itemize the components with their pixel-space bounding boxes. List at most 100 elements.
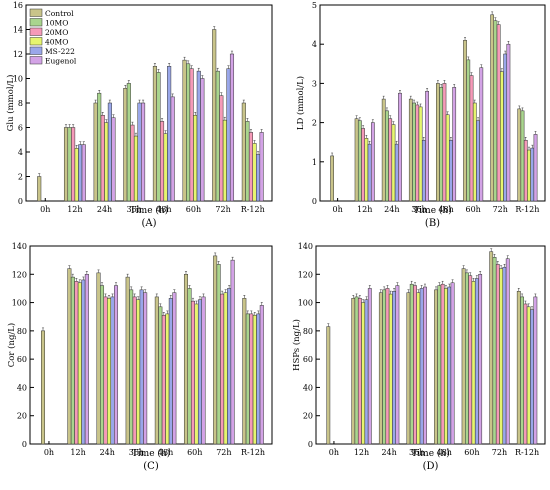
bar — [444, 288, 448, 445]
y-axis-label: Cor (ng/L) — [6, 323, 17, 367]
bar — [367, 288, 372, 445]
bar — [408, 98, 413, 202]
y-tick-label: 2 — [312, 119, 317, 128]
bar — [450, 282, 455, 445]
x-axis-label: Time (h) — [411, 448, 449, 459]
y-axis-label: Glu (mmol/L) — [5, 75, 16, 132]
bar — [326, 326, 331, 445]
y-tick-label: 140 — [12, 242, 27, 251]
bar — [381, 98, 386, 202]
bar — [520, 110, 525, 202]
bar — [351, 298, 356, 445]
x-tick-label: 60h — [465, 205, 480, 214]
y-tick-label: 5 — [312, 1, 317, 10]
bar — [496, 24, 501, 202]
bar — [392, 291, 396, 445]
bar — [445, 114, 450, 202]
bar — [385, 288, 390, 445]
bar — [394, 143, 399, 202]
bar — [190, 300, 195, 445]
x-tick-label: 48h — [438, 205, 453, 214]
bar — [230, 259, 235, 445]
y-tick-label: 80 — [17, 327, 27, 336]
bar — [125, 276, 130, 445]
bar — [197, 299, 202, 445]
bar — [378, 292, 383, 445]
bar — [154, 296, 159, 445]
bar — [103, 296, 108, 445]
bar — [442, 83, 447, 202]
bar — [364, 138, 369, 202]
panel-label: (A) — [141, 218, 156, 229]
y-tick-label: 4 — [18, 148, 23, 157]
bar — [158, 306, 163, 445]
bar — [227, 288, 232, 445]
y-tick-label: 6 — [18, 124, 23, 133]
y-tick-label: 20 — [303, 412, 313, 421]
bar — [41, 330, 46, 445]
bar — [137, 102, 142, 202]
x-axis-label: Time (h) — [132, 448, 170, 459]
bar — [520, 296, 525, 445]
bar — [256, 313, 261, 445]
x-tick-label: 36h — [409, 448, 424, 457]
bar — [503, 53, 508, 202]
bar — [425, 90, 429, 202]
bar — [361, 302, 366, 445]
bar — [452, 87, 457, 202]
bar — [468, 275, 473, 445]
bar — [499, 268, 504, 445]
x-tick-label: R-12h — [515, 448, 539, 457]
legend-swatch — [29, 56, 43, 65]
bar — [168, 298, 173, 445]
bar — [330, 155, 334, 202]
bar — [220, 293, 225, 445]
bar — [449, 139, 453, 202]
y-tick-label: 2 — [18, 173, 23, 182]
x-tick-label: 0h — [44, 448, 54, 457]
bar — [523, 303, 528, 445]
y-tick-label: 80 — [303, 327, 313, 336]
chart-panel-4: 0 20 40 60 80 100 120 140 HSPs (ng/L) 0h 12h 24h 36h… — [291, 242, 546, 472]
bar — [500, 71, 504, 202]
x-tick-label: R-12h — [241, 205, 265, 214]
y-tick-label: 0 — [312, 197, 317, 206]
x-tick-label: 12h — [357, 205, 372, 214]
bar — [67, 268, 72, 445]
bar — [172, 292, 177, 445]
bar — [415, 104, 420, 202]
y-tick-label: 0 — [18, 197, 23, 206]
y-tick-label: 120 — [12, 270, 27, 279]
x-tick-label: 0h — [329, 448, 339, 457]
bar — [436, 83, 440, 202]
bar — [123, 88, 128, 202]
bar — [476, 120, 480, 202]
bar — [245, 313, 250, 445]
bar — [469, 75, 474, 202]
legend-label: 10MO — [45, 19, 68, 28]
y-tick-label: 100 — [12, 299, 27, 308]
bar — [259, 305, 264, 445]
y-tick-label: 100 — [298, 299, 313, 308]
bar — [354, 296, 359, 445]
legend-label: Eugenol — [45, 57, 77, 66]
y-tick-label: 40 — [17, 383, 27, 392]
bar — [242, 298, 247, 445]
bar — [63, 127, 69, 202]
x-tick-label: 72h — [493, 205, 508, 214]
bar — [530, 147, 535, 202]
bar — [107, 102, 112, 202]
bar — [409, 283, 414, 445]
bar — [516, 291, 521, 445]
bar — [357, 298, 362, 445]
bar — [382, 289, 387, 445]
bar — [506, 43, 511, 202]
bar — [489, 251, 494, 445]
bar — [478, 274, 483, 445]
bar — [71, 127, 76, 202]
bar — [182, 59, 187, 202]
bar — [212, 29, 217, 202]
bar — [187, 288, 192, 445]
bar — [357, 120, 362, 202]
